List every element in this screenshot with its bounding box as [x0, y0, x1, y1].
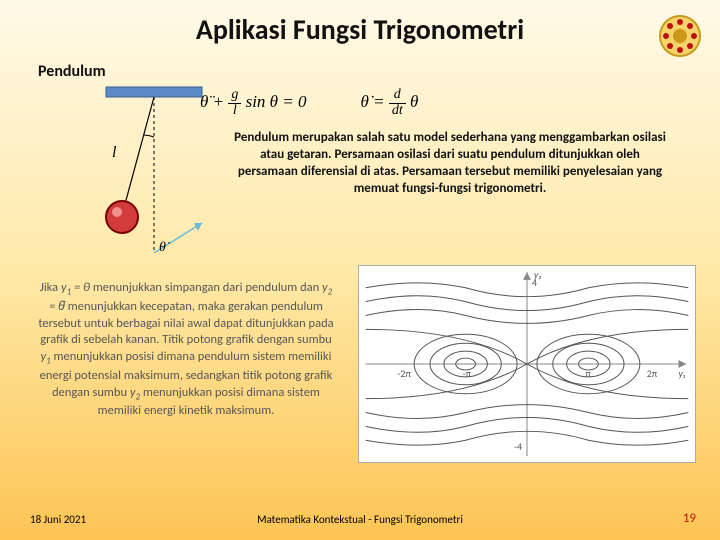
- footer-title: Matematika Kontekstual - Fungsi Trigonom…: [0, 513, 720, 526]
- footer-page-number: 19: [683, 511, 696, 526]
- phase-ytick-0: -4: [514, 441, 522, 453]
- eq1-frac: g l: [228, 88, 241, 118]
- eq1-sin: sin θ = 0: [246, 92, 307, 111]
- eq2-frac-num: d: [389, 88, 406, 104]
- para-eqthd: = θ̇: [49, 299, 65, 314]
- eq2-dot: θ̇ =: [361, 92, 389, 111]
- description-text: Pendulum merupakan salah satu model sede…: [230, 130, 670, 198]
- slide-title: Aplikasi Fungsi Trigonometri: [0, 0, 720, 47]
- phase-portrait-chart: y₁ y₂ -2π -π π 2π -4 4: [358, 265, 696, 463]
- eq2-theta: θ: [410, 92, 418, 111]
- university-logo-icon: [658, 14, 702, 58]
- section-subtitle: Pendulum: [38, 62, 106, 81]
- para-y2s: 2: [328, 287, 333, 298]
- phase-xlabel: y₁: [678, 368, 685, 380]
- phase-ytick-1: 4: [532, 277, 537, 289]
- para-p3: menunjukkan kecepatan, maka gerakan pend…: [38, 299, 333, 348]
- eq1-frac-den: l: [228, 104, 241, 119]
- pendulum-diagram: l θ̇: [104, 85, 224, 260]
- para-eqth: = θ: [71, 280, 90, 295]
- eq2-frac-den: dt: [389, 104, 406, 119]
- phase-xtick-3: 2π: [647, 368, 658, 380]
- equation-row: θ̈ + g l sin θ = 0 θ̇ = d dt θ: [200, 88, 418, 118]
- equation-2: θ̇ = d dt θ: [361, 88, 419, 118]
- phase-xtick-0: -2π: [397, 368, 411, 380]
- eq2-frac: d dt: [389, 88, 406, 118]
- pendulum-l-label: l: [112, 144, 117, 161]
- para-p1: Jika: [40, 280, 61, 295]
- eq1-frac-num: g: [228, 88, 241, 104]
- pendulum-thetadot-label: θ̇: [159, 240, 170, 255]
- explanation-paragraph: Jika y1 = θ menunjukkan simpangan dari p…: [36, 280, 336, 420]
- para-p2: menunjukkan simpangan dari pendulum dan: [90, 280, 322, 295]
